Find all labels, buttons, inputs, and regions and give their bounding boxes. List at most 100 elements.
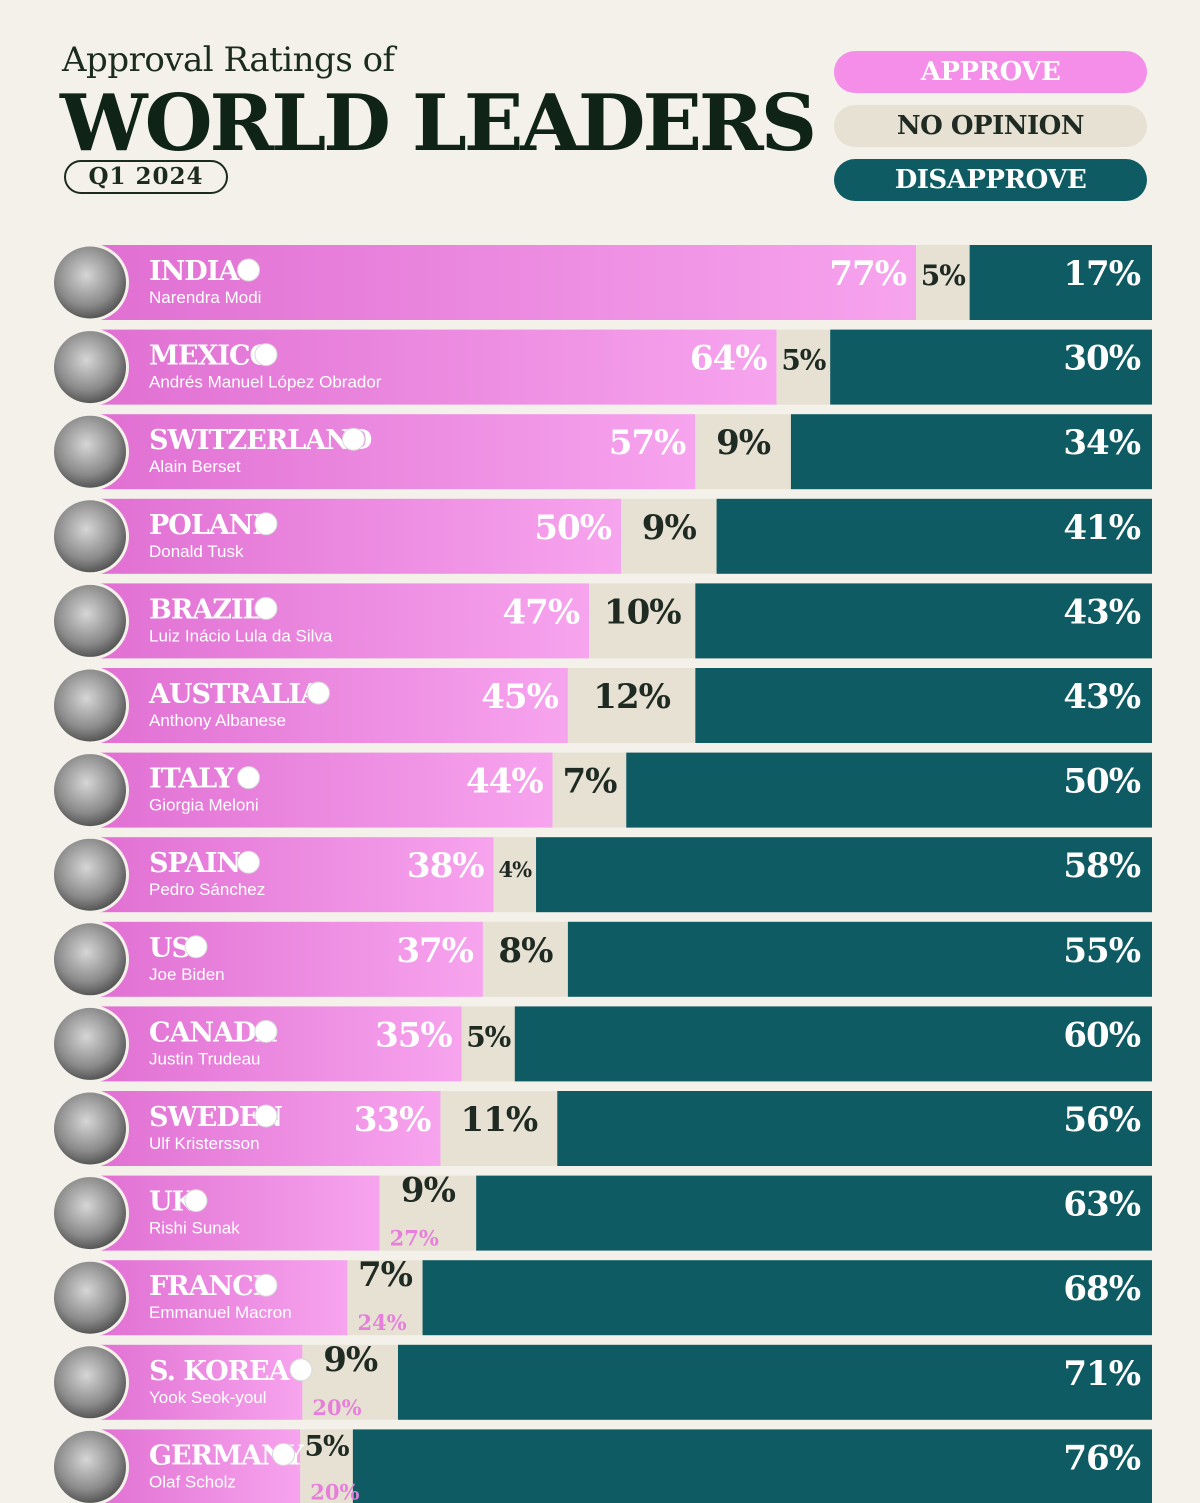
india-flag-icon — [237, 258, 260, 282]
value-approve: 57% — [609, 423, 686, 463]
leader-name: Narendra Modi — [149, 288, 261, 307]
country-label: BRAZIL — [149, 594, 262, 625]
value-approve: 24% — [357, 1310, 406, 1335]
bar-no-opinion — [916, 245, 970, 320]
value-no-opinion: 7% — [562, 762, 617, 802]
value-no-opinion: 5% — [921, 259, 965, 292]
bar-no-opinion — [493, 837, 537, 913]
bar-no-opinion — [300, 1429, 353, 1503]
value-no-opinion: 5% — [781, 344, 825, 377]
bar-disapprove — [626, 752, 1152, 828]
bar-approve — [90, 1260, 348, 1336]
bar-no-opinion — [461, 1006, 515, 1082]
country-label: SPAIN — [149, 848, 240, 879]
bar-approve — [90, 1006, 462, 1082]
bar-no-opinion — [552, 752, 627, 828]
bar-disapprove — [716, 498, 1152, 574]
leader-name: Justin Trudeau — [149, 1049, 261, 1068]
legend-disapprove: DISAPPROVE — [834, 159, 1147, 201]
leader-photo — [54, 331, 126, 404]
value-disapprove: 17% — [1063, 254, 1140, 294]
poland-flag-icon — [254, 512, 278, 536]
bar-disapprove — [476, 1175, 1152, 1251]
chart-title: WORLD LEADERS — [60, 78, 817, 169]
value-disapprove: 43% — [1063, 677, 1140, 717]
bar-disapprove — [830, 329, 1152, 405]
value-disapprove: 60% — [1063, 1015, 1140, 1055]
bar-no-opinion — [567, 668, 696, 743]
bar-no-opinion — [379, 1175, 477, 1251]
leader-name: Andrés Manuel López Obrador — [149, 373, 382, 392]
leader-photo — [54, 1430, 126, 1503]
value-no-opinion: 7% — [358, 1255, 413, 1295]
value-no-opinion: 9% — [716, 423, 771, 463]
value-disapprove: 56% — [1063, 1100, 1140, 1140]
leader-name: Ulf Kristersson — [149, 1134, 260, 1153]
value-disapprove: 68% — [1063, 1269, 1140, 1309]
value-approve: 20% — [310, 1479, 359, 1503]
leader-photo — [54, 923, 126, 996]
value-approve: 20% — [312, 1395, 361, 1420]
country-label: MEXICO — [149, 341, 273, 372]
leader-photo — [54, 1261, 126, 1334]
leader-photo — [54, 415, 126, 488]
bar-no-opinion — [302, 1344, 398, 1420]
leader-photo — [54, 500, 126, 573]
value-approve: 45% — [481, 677, 558, 717]
bar-disapprove — [514, 1006, 1152, 1082]
value-disapprove: 58% — [1063, 846, 1140, 886]
value-disapprove: 43% — [1063, 592, 1140, 632]
bar-approve — [90, 245, 916, 320]
leader-name: Rishi Sunak — [149, 1219, 240, 1238]
canada-flag-icon — [254, 1019, 278, 1043]
value-no-opinion: 9% — [401, 1171, 456, 1211]
value-approve: 33% — [354, 1100, 431, 1140]
bar-disapprove — [695, 668, 1152, 743]
leader-name: Pedro Sánchez — [149, 880, 265, 899]
leader-photo — [54, 1177, 126, 1250]
leader-name: Joe Biden — [149, 965, 225, 984]
country-label: S. KOREA — [149, 1356, 291, 1387]
country-label: US — [149, 933, 190, 964]
us-flag-icon — [184, 935, 208, 959]
spain-flag-icon — [237, 850, 260, 874]
value-approve: 64% — [690, 339, 767, 379]
leader-name: Luiz Inácio Lula da Silva — [149, 626, 333, 645]
value-disapprove: 41% — [1063, 508, 1140, 548]
bar-approve — [90, 921, 483, 997]
bar-disapprove — [422, 1260, 1153, 1336]
leader-photo — [54, 754, 126, 827]
legend-no-opinion: NO OPINION — [834, 105, 1147, 147]
value-disapprove: 76% — [1063, 1438, 1140, 1478]
brazil-flag-icon — [254, 596, 278, 620]
sweden-flag-icon — [254, 1104, 278, 1128]
switzerland-flag-icon — [342, 427, 365, 451]
bar-no-opinion — [440, 1091, 558, 1166]
leader-photo — [54, 838, 126, 911]
bar-no-opinion — [589, 583, 696, 659]
value-disapprove: 34% — [1063, 423, 1140, 463]
value-disapprove: 55% — [1063, 931, 1140, 971]
italy-flag-icon — [237, 766, 260, 790]
country-label: FRANCE — [149, 1271, 273, 1302]
value-approve: 27% — [390, 1226, 439, 1251]
legend-approve: APPROVE — [834, 51, 1147, 93]
bar-approve — [90, 414, 696, 490]
australia-flag-icon — [307, 681, 330, 705]
bar-disapprove — [557, 1091, 1152, 1166]
value-approve: 38% — [407, 846, 484, 886]
value-no-opinion: 5% — [466, 1020, 510, 1053]
bar-approve — [90, 837, 494, 913]
bar-disapprove — [352, 1429, 1152, 1503]
period-badge: Q1 2024 — [64, 160, 228, 194]
leader-name: Anthony Albanese — [149, 711, 286, 730]
value-disapprove: 30% — [1063, 339, 1140, 379]
country-label: ITALY — [149, 764, 234, 795]
leader-name: Donald Tusk — [149, 542, 244, 561]
bar-approve — [90, 1175, 380, 1251]
chart-subtitle: Approval Ratings of — [62, 40, 395, 80]
